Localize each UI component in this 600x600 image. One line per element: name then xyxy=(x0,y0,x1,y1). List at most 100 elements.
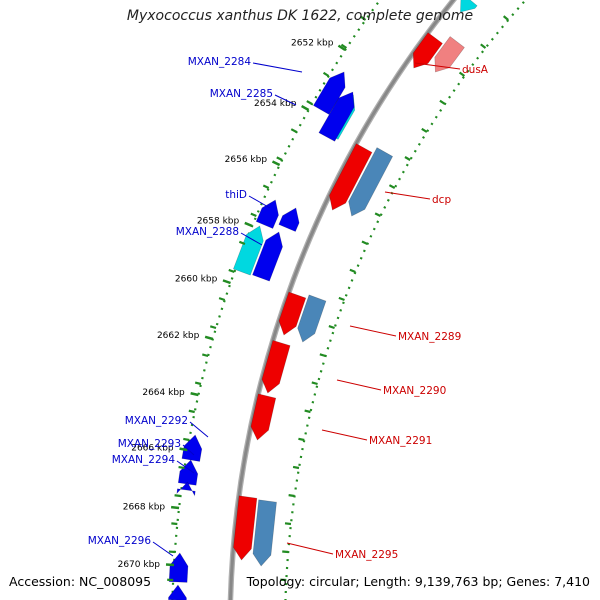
map-title: Myxococcus xanthus DK 1622, complete gen… xyxy=(126,8,474,24)
tick-mark xyxy=(301,104,310,112)
gene-dcp-b xyxy=(348,147,394,217)
minor-tick xyxy=(311,381,318,386)
minor-tick xyxy=(188,409,195,414)
minor-tick xyxy=(288,494,295,498)
leader-line xyxy=(274,94,297,106)
minor-tick xyxy=(304,409,311,414)
leader-line xyxy=(321,429,368,441)
gene-MXAN_2288 xyxy=(233,225,264,276)
gene-thiD xyxy=(255,199,279,229)
minor-tick xyxy=(340,43,348,49)
gene-MXAN_2285-part xyxy=(318,91,355,142)
leader-line xyxy=(252,62,303,73)
tick-mark xyxy=(179,447,188,452)
gene-label-forward: MXAN_2296 xyxy=(88,535,152,547)
tick-label: 2670 kbp xyxy=(118,560,161,570)
gene-label-reverse: dcp xyxy=(432,194,451,206)
leader-line xyxy=(176,460,195,474)
minor-tick xyxy=(228,268,235,274)
gene-label-forward: MXAN_2288 xyxy=(176,226,239,238)
gene-label-forward: MXAN_2292 xyxy=(125,415,188,427)
minor-tick xyxy=(319,353,326,358)
gene-dcp xyxy=(329,143,373,211)
tick-label: 2654 kbp xyxy=(254,99,297,109)
minor-tick xyxy=(388,184,396,189)
minor-tick xyxy=(404,156,411,161)
minor-tick xyxy=(292,465,300,470)
minor-tick xyxy=(502,15,509,21)
minor-tick xyxy=(183,437,190,442)
ring-outer xyxy=(284,0,528,600)
gene-label-forward: thiD xyxy=(225,189,247,201)
gene-MXAN_2294 xyxy=(176,481,196,497)
tick-label: 2664 kbp xyxy=(142,388,185,398)
leader-line xyxy=(248,195,271,209)
minor-tick xyxy=(360,15,367,21)
minor-tick xyxy=(284,522,292,526)
minor-tick xyxy=(238,240,246,246)
gene-dusA-b xyxy=(434,36,465,73)
gene-label-forward: MXAN_2293 xyxy=(118,438,181,450)
minor-tick xyxy=(276,156,283,161)
leader-line xyxy=(384,191,431,200)
minor-tick xyxy=(194,381,202,386)
leader-line xyxy=(349,325,397,337)
leader-line xyxy=(336,379,382,391)
gene-MXAN_2295 xyxy=(233,495,258,561)
minor-tick xyxy=(174,494,181,498)
tick-label: 2668 kbp xyxy=(123,502,166,512)
minor-tick xyxy=(290,128,298,133)
gene-label-reverse: dusA xyxy=(462,64,489,76)
leader-line xyxy=(152,541,174,557)
minor-tick xyxy=(480,43,487,49)
tick-rings xyxy=(171,0,528,600)
gene-label-forward: MXAN_2294 xyxy=(112,454,176,466)
minor-tick xyxy=(209,325,217,330)
leader-line xyxy=(182,444,195,456)
tick-mark xyxy=(204,335,214,341)
tick-mark xyxy=(244,221,253,228)
tick-mark xyxy=(170,505,180,510)
accession-label: Accession: NC_008095 xyxy=(9,574,152,589)
minor-tick xyxy=(349,268,356,274)
gene-top-fragment xyxy=(460,0,478,13)
gene-MXAN_2292 xyxy=(181,434,203,462)
genome-summary: Topology: circular; Length: 9,139,763 bp… xyxy=(246,574,590,589)
minor-tick xyxy=(328,325,335,330)
gene-label-forward: MXAN_2285 xyxy=(210,88,273,100)
leader-line xyxy=(286,542,334,555)
tick-label: 2660 kbp xyxy=(175,274,218,284)
tick-mark xyxy=(337,44,346,52)
tick-label: 2656 kbp xyxy=(225,155,268,165)
leader-line xyxy=(414,62,461,70)
minor-tick xyxy=(262,184,270,189)
leader-line xyxy=(189,421,209,438)
gene-MXAN_2288-b xyxy=(252,231,283,282)
gene-label-reverse: MXAN_2295 xyxy=(335,549,398,561)
gene-MXAN_2296 xyxy=(168,552,189,583)
gene-MXAN_2284 xyxy=(313,71,346,115)
minor-tick xyxy=(298,437,305,442)
minor-tick xyxy=(458,71,466,77)
gene-MXAN_2290 xyxy=(261,340,291,394)
minor-tick xyxy=(439,99,446,105)
gene-labels: MXAN_2284 MXAN_2285 thiD MXAN_2288 MXAN_2292… xyxy=(88,56,489,561)
minor-tick xyxy=(306,100,313,105)
minor-tick xyxy=(361,240,368,246)
gene-MXAN_2291 xyxy=(250,393,277,441)
minor-tick xyxy=(178,465,185,470)
minor-tick xyxy=(338,296,345,302)
minor-tick xyxy=(322,71,330,77)
tick-label: 2662 kbp xyxy=(157,331,200,341)
gene-label-reverse: MXAN_2290 xyxy=(383,385,446,397)
tick-mark xyxy=(271,160,281,167)
gene-MXAN_2297 xyxy=(168,584,187,600)
leader-line xyxy=(240,232,263,246)
gene-label-reverse: MXAN_2291 xyxy=(369,435,432,447)
tick-label: 2666 kbp xyxy=(131,444,174,454)
gene-MXAN_2295-b xyxy=(252,499,277,567)
gene-MXAN_2289 xyxy=(278,291,307,336)
gene-MXAN_2293 xyxy=(177,459,199,486)
